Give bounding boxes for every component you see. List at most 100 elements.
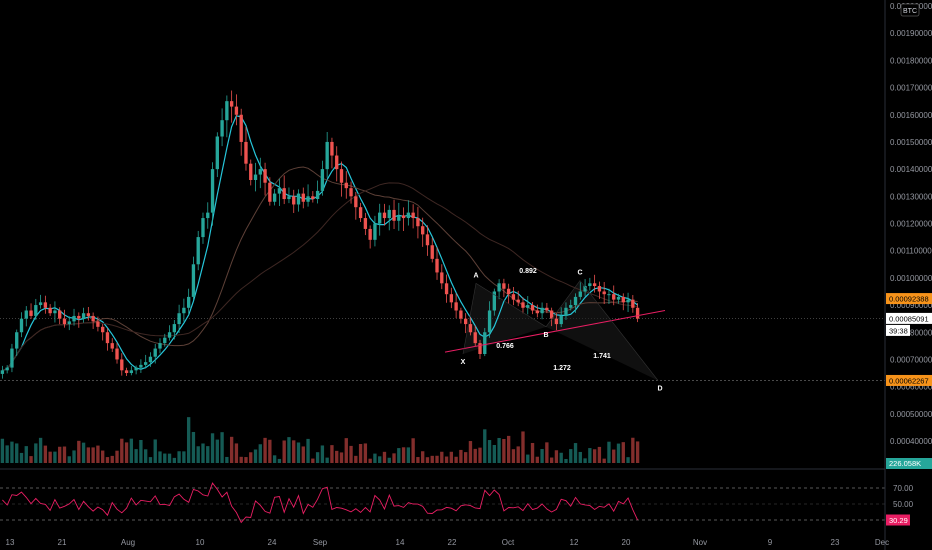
- candle-body: [339, 169, 344, 183]
- volume-bar: [86, 447, 91, 463]
- volume-bar: [492, 445, 496, 463]
- candle-body: [330, 141, 334, 156]
- volume-bar: [91, 447, 95, 463]
- volume-bar: [105, 457, 110, 463]
- price-tick-label: 0.00190000: [890, 29, 932, 38]
- candle-body: [516, 299, 520, 303]
- pattern-path: [462, 280, 659, 381]
- volume-bar: [468, 441, 473, 463]
- time-tick-label: Nov: [693, 538, 707, 547]
- candle-body: [425, 234, 430, 246]
- pattern-triangle-bcd: [546, 280, 658, 381]
- candle-body: [144, 362, 148, 365]
- volume-bar: [339, 452, 344, 463]
- volume-bar: [397, 448, 401, 463]
- candle-body: [158, 343, 162, 349]
- price-tick-label: 0.00180000: [890, 56, 932, 65]
- candle-body: [129, 370, 134, 374]
- volume-bar: [373, 453, 377, 463]
- candle-body: [411, 212, 415, 219]
- candle-body: [167, 332, 172, 338]
- candle-body: [592, 283, 597, 287]
- volume-bar: [120, 438, 124, 463]
- volume-bar: [358, 444, 363, 463]
- candle-body: [186, 296, 191, 308]
- volume-bar: [0, 438, 5, 463]
- candle-body: [5, 367, 9, 371]
- time-tick-label: 24: [268, 538, 277, 547]
- volume-bar: [631, 437, 635, 463]
- candle-body: [564, 307, 568, 316]
- volume-bar: [382, 451, 387, 463]
- volume-bar: [277, 458, 282, 463]
- candle-body: [502, 283, 506, 289]
- volume-bar: [53, 451, 57, 463]
- volume-bar: [244, 457, 248, 463]
- harmonic-pattern-lines[interactable]: [444, 280, 666, 381]
- candle-body: [53, 310, 57, 314]
- candle-body: [72, 315, 76, 322]
- candle-body: [182, 307, 186, 314]
- candle-body: [263, 169, 267, 183]
- candle-body: [354, 196, 358, 208]
- volume-bar: [502, 438, 506, 463]
- time-tick-label: 12: [570, 538, 579, 547]
- volume-bar: [258, 444, 262, 463]
- time-tick-label: 22: [448, 538, 457, 547]
- candle-body: [86, 313, 91, 316]
- candle-body: [621, 296, 625, 303]
- volume-bar: [320, 445, 325, 463]
- candle-body: [253, 174, 258, 180]
- candle-body: [311, 196, 315, 200]
- volume-bar: [626, 457, 630, 463]
- volume-bar: [134, 449, 138, 463]
- symbol-badge-label: BTC: [903, 8, 917, 15]
- volume-bar: [459, 449, 463, 463]
- volume-bar: [325, 457, 329, 463]
- volume-bar: [24, 446, 28, 463]
- price-tick-label: 0.00050000: [890, 410, 932, 419]
- candle-body: [397, 215, 401, 221]
- volume-bar: [253, 449, 258, 463]
- candle-body: [244, 141, 248, 164]
- candle-body: [545, 307, 549, 311]
- candle-body: [134, 367, 138, 371]
- volume-bar: [368, 458, 372, 463]
- volume-bar: [521, 431, 525, 463]
- volume-tag-label: 226.058K: [889, 459, 921, 468]
- price-axis[interactable]: 0.002000000.001900000.001800000.00170000…: [890, 2, 932, 446]
- volume-bar: [592, 449, 597, 463]
- candle-body: [368, 228, 372, 240]
- rsi-line: [2, 482, 639, 524]
- volume-bar: [229, 436, 234, 463]
- candle-body: [148, 356, 153, 363]
- time-axis[interactable]: 13 21 Aug 10 24 Sep 14 22 Oct 12 20 Nov 9 23 Dec: [6, 538, 890, 547]
- volume-bar: [81, 442, 86, 463]
- volume-bar: [153, 439, 157, 463]
- time-tick-label: 20: [622, 538, 631, 547]
- volume-bar: [38, 437, 43, 463]
- symbol-badge[interactable]: BTC: [900, 3, 920, 17]
- volume-bar: [201, 443, 205, 463]
- candle-body: [301, 193, 305, 202]
- candle-body: [344, 182, 348, 189]
- price-tag-background: [886, 312, 932, 324]
- volume-bar: [34, 443, 38, 463]
- volume-bar: [516, 446, 520, 463]
- candlestick-series: [0, 90, 640, 379]
- price-tag-label: 0.00085091: [889, 314, 929, 323]
- candle-body: [239, 114, 243, 142]
- volume-bar: [163, 453, 167, 463]
- candle-body: [559, 315, 563, 325]
- volume-bar: [612, 449, 616, 463]
- volume-bar: [19, 452, 24, 463]
- volume-bar: [449, 451, 454, 463]
- candle-body: [19, 318, 24, 333]
- candle-body: [124, 370, 129, 374]
- volume-bar: [411, 438, 415, 463]
- candle-body: [454, 302, 458, 311]
- candle-body: [588, 283, 592, 287]
- candle-body: [196, 237, 200, 265]
